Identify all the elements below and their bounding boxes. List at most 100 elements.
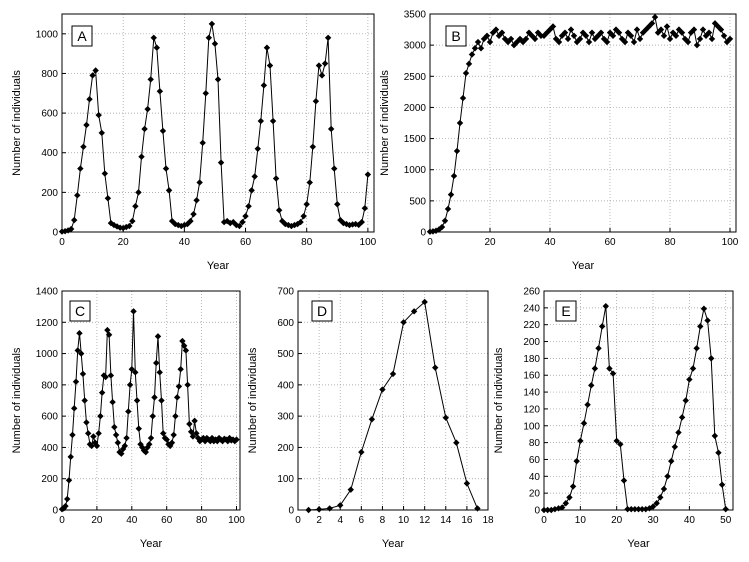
data-point [651, 13, 659, 21]
data-point [121, 442, 129, 450]
panel-label: A [77, 28, 87, 44]
y-tick-label: 700 [277, 287, 294, 298]
data-point [147, 434, 155, 442]
data-point [684, 38, 692, 46]
data-point [548, 506, 555, 514]
data-point [549, 23, 557, 30]
data-point [495, 32, 503, 39]
x-tick-label: 40 [126, 515, 138, 526]
data-point [697, 323, 704, 330]
data-point [633, 26, 641, 33]
data-point [76, 330, 83, 337]
y-tick-label: 3000 [404, 41, 427, 52]
y-tick-label: 0 [52, 228, 58, 239]
x-tick-label: 20 [118, 237, 130, 248]
y-tick-label: 1400 [36, 287, 59, 298]
data-point [705, 29, 713, 36]
data-point [104, 195, 112, 202]
data-point [663, 23, 671, 30]
data-point [88, 442, 95, 450]
x-tick-label: 60 [161, 515, 173, 526]
data-point [184, 220, 191, 228]
data-point [331, 165, 338, 172]
data-point [263, 44, 271, 51]
data-point [150, 34, 157, 41]
x-tick-label: 100 [722, 237, 739, 248]
data-point [151, 394, 158, 401]
x-tick-label: 2 [316, 515, 322, 526]
panel-label-box [311, 300, 333, 322]
data-point [561, 29, 569, 36]
y-tick-label: 200 [41, 188, 58, 199]
data-point [191, 417, 198, 425]
data-point [107, 219, 115, 227]
x-tick-label: 100 [228, 515, 245, 526]
data-point [718, 481, 726, 488]
data-point [591, 365, 599, 372]
data-point [257, 117, 265, 125]
data-point [184, 381, 191, 389]
y-tick-label: 1000 [404, 165, 427, 176]
data-point [67, 453, 74, 461]
data-point [507, 35, 515, 43]
data-point [438, 223, 446, 231]
data-point [368, 416, 376, 423]
y-tick-label: 400 [41, 443, 58, 454]
y-tick-label: 0 [534, 506, 540, 517]
data-point [233, 436, 240, 443]
y-tick-label: 600 [41, 412, 58, 423]
data-point [77, 350, 85, 357]
data-point [98, 389, 106, 396]
data-point [577, 437, 584, 445]
data-point [453, 439, 460, 446]
plot-frame [61, 13, 375, 233]
panel-e: 0 10 20 30 40 50 0 20 40 60 80 100 120 140 160 180 200 22… [493, 287, 734, 550]
data-point [242, 212, 249, 220]
x-tick-label: 8 [380, 515, 386, 526]
data-point [275, 207, 283, 214]
data-point [211, 40, 219, 47]
data-point [203, 434, 211, 442]
data-point [92, 67, 99, 74]
panel-label-box [71, 25, 93, 47]
data-point [598, 323, 606, 330]
data-point [269, 117, 277, 125]
data-point [86, 96, 93, 103]
data-point [361, 205, 369, 212]
data-point [693, 41, 701, 49]
data-point [77, 165, 84, 172]
data-point [700, 305, 708, 312]
data-point [297, 218, 304, 226]
x-tick-label: 16 [461, 515, 473, 526]
data-point [334, 201, 341, 208]
data-point [696, 35, 704, 43]
data-point [251, 173, 258, 180]
data-point [459, 94, 467, 102]
panel-label: B [451, 28, 460, 44]
data-point [498, 29, 506, 36]
data-point [462, 69, 470, 77]
data-point [315, 62, 323, 69]
data-point [125, 408, 132, 415]
data-point [564, 35, 572, 43]
data-point [194, 434, 202, 442]
data-point [179, 337, 186, 345]
data-point [711, 432, 719, 440]
y-tick-label: 500 [409, 196, 426, 207]
panel-d: 0 2 4 6 8 10 12 14 16 18 0 100 200 300 400 500 600 700 Yea… [247, 287, 494, 551]
data-point [168, 439, 176, 446]
data-point [128, 366, 136, 373]
data-point [562, 500, 570, 507]
data-point [566, 494, 573, 501]
data-point [442, 414, 449, 421]
data-point [327, 125, 335, 133]
data-point [708, 35, 716, 43]
data-point [193, 197, 200, 204]
data-point [306, 179, 313, 186]
data-point [135, 425, 142, 432]
y-tick-label: 300 [277, 412, 294, 423]
data-point [95, 430, 102, 437]
data-point [597, 29, 605, 36]
data-point [144, 105, 151, 113]
data-point [239, 218, 246, 226]
